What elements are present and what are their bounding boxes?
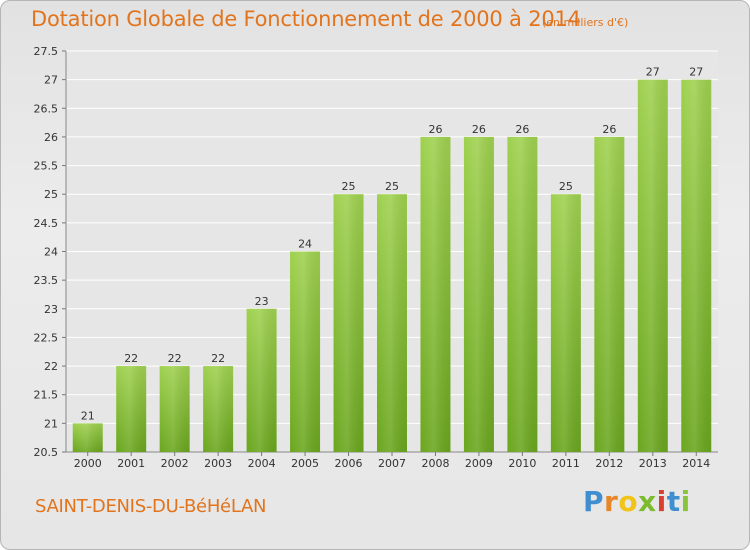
bar-group <box>72 423 103 452</box>
x-tick-label: 2010 <box>508 457 536 470</box>
y-tick-label: 23 <box>44 303 58 316</box>
x-tick-label: 2004 <box>248 457 276 470</box>
bar-value-label: 25 <box>385 180 399 193</box>
bar-shine <box>550 194 581 452</box>
y-tick-label: 22 <box>44 360 58 373</box>
bar-shine <box>507 136 538 452</box>
bar-shine <box>377 194 407 452</box>
y-tick-label: 27 <box>44 74 58 87</box>
bar-value-label: 27 <box>646 66 660 79</box>
y-tick-label: 26 <box>44 131 58 144</box>
logo-letter: o <box>618 485 639 518</box>
y-tick-label: 20.5 <box>34 446 59 459</box>
bar-shine <box>333 194 364 452</box>
bar-value-label: 26 <box>515 123 529 136</box>
bar-shine <box>290 251 321 452</box>
y-tick-label: 21.5 <box>34 389 59 402</box>
bar-value-label: 23 <box>255 295 269 308</box>
x-tick-label: 2008 <box>421 457 449 470</box>
bar-group <box>290 251 321 452</box>
bar-value-label: 22 <box>211 352 225 365</box>
bar-shine <box>463 136 494 452</box>
logo-letter: x <box>638 485 657 518</box>
bar-group <box>507 136 538 452</box>
y-tick-label: 22.5 <box>34 331 59 344</box>
y-tick-label: 26.5 <box>34 102 59 115</box>
bar-value-label: 26 <box>472 123 486 136</box>
x-tick-label: 2000 <box>74 457 102 470</box>
x-tick-label: 2001 <box>117 457 145 470</box>
logo-letter: r <box>604 485 619 518</box>
bar-group <box>463 136 494 452</box>
x-tick-label: 2014 <box>682 457 710 470</box>
bar-value-label: 21 <box>81 409 95 422</box>
bar-shine <box>72 423 103 452</box>
x-tick-label: 2013 <box>639 457 667 470</box>
logo-letter: P <box>583 485 605 518</box>
bar-shine <box>116 366 147 452</box>
x-tick-label: 2006 <box>335 457 363 470</box>
proxiti-logo[interactable]: Proxiti <box>583 485 691 518</box>
bar-group <box>203 366 234 452</box>
x-tick-label: 2009 <box>465 457 493 470</box>
commune-name: SAINT-DENIS-DU-BéHéLAN <box>35 496 267 517</box>
logo-letter: t <box>666 485 681 518</box>
bar-value-label: 22 <box>168 352 182 365</box>
bar-group <box>637 79 668 453</box>
y-tick-label: 24 <box>44 246 58 259</box>
bar-group <box>420 136 451 452</box>
bar-shine <box>637 79 668 453</box>
bar-group <box>116 366 147 452</box>
x-tick-label: 2002 <box>161 457 189 470</box>
bar-value-label: 27 <box>689 66 703 79</box>
bar-group <box>550 194 581 452</box>
bar-group <box>681 79 712 453</box>
bar-shine <box>159 366 190 452</box>
bar-value-label: 26 <box>428 123 442 136</box>
bar-value-label: 26 <box>602 123 616 136</box>
bar-value-label: 22 <box>124 352 138 365</box>
x-tick-label: 2011 <box>552 457 580 470</box>
y-tick-label: 27.5 <box>34 45 59 58</box>
x-tick-label: 2005 <box>291 457 319 470</box>
y-tick-label: 25.5 <box>34 160 59 173</box>
bar-group <box>377 194 407 452</box>
bar-group <box>159 366 190 452</box>
chart-title: Dotation Globale de Fonctionnement de 20… <box>31 7 581 31</box>
bar-group <box>246 308 277 452</box>
bar-group <box>333 194 364 452</box>
y-tick-label: 21 <box>44 417 58 430</box>
chart-subtitle: (en milliers d'€) <box>542 16 629 29</box>
x-tick-label: 2007 <box>378 457 406 470</box>
bar-value-label: 25 <box>559 180 573 193</box>
bar-shine <box>246 308 277 452</box>
y-tick-label: 25 <box>44 188 58 201</box>
logo-letter: i <box>680 485 691 518</box>
bar-shine <box>681 79 712 453</box>
logo-letter: i <box>656 485 667 518</box>
bar-value-label: 24 <box>298 238 312 251</box>
bar-shine <box>594 136 625 452</box>
bar-shine <box>420 136 451 452</box>
bar-group <box>594 136 625 452</box>
y-tick-label: 24.5 <box>34 217 59 230</box>
bar-value-label: 25 <box>342 180 356 193</box>
x-tick-label: 2012 <box>595 457 623 470</box>
x-tick-label: 2003 <box>204 457 232 470</box>
y-tick-label: 23.5 <box>34 274 59 287</box>
bar-shine <box>203 366 234 452</box>
